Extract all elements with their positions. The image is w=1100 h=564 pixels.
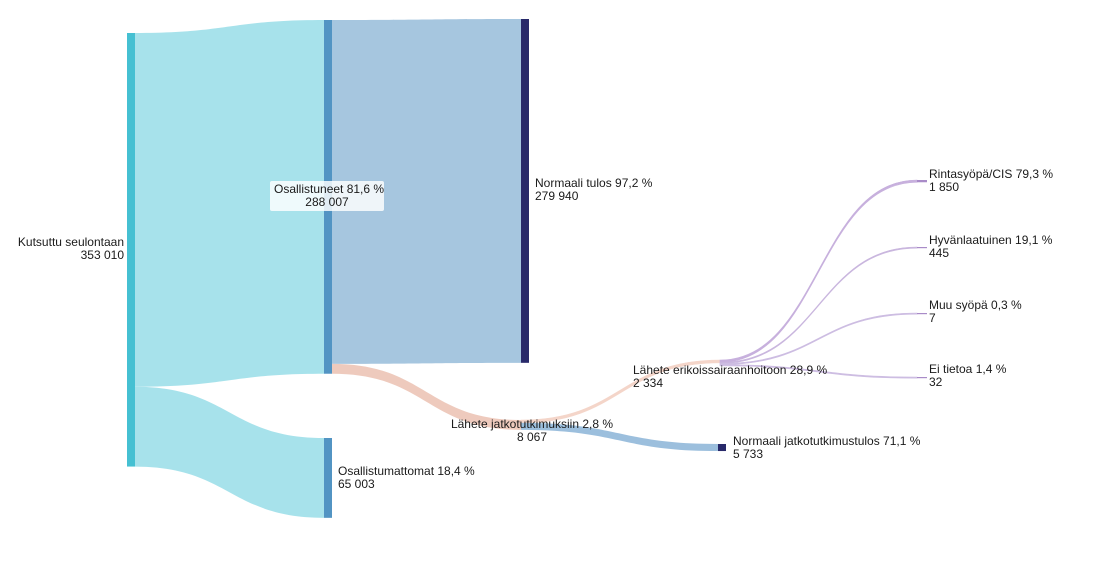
label-muu-syopa: Muu syöpä 0,3 % 7 <box>929 299 1022 325</box>
node-value: 8 067 <box>516 430 548 444</box>
node-value: 445 <box>929 246 950 260</box>
node-osallistumattomat <box>324 438 332 518</box>
node-ei_tietoa <box>917 377 927 379</box>
node-value: 353 010 <box>80 248 124 262</box>
node-normaali_jatko <box>718 444 726 452</box>
node-name: Normaali tulos 97,2 % <box>535 176 653 190</box>
node-name: Hyvänlaatuinen 19,1 % <box>929 233 1053 247</box>
node-muu_syopa <box>917 313 927 315</box>
node-name: Rintasyöpä/CIS 79,3 % <box>929 167 1054 181</box>
link-lahete_erik-muu_syopa <box>719 312 918 365</box>
node-name: Osallistuneet 81,6 % <box>274 182 385 196</box>
label-hyvanlaatuinen: Hyvänlaatuinen 19,1 % 445 <box>929 234 1052 260</box>
node-name: Ei tietoa 1,4 % <box>929 362 1007 376</box>
node-name: Normaali jatkotutkimustulos 71,1 % <box>733 434 921 448</box>
link-kutsuttu-osallistumattomat <box>135 386 324 518</box>
node-normaali <box>521 19 529 363</box>
node-value: 32 <box>929 375 943 389</box>
label-osallistuneet: Osallistuneet 81,6 % 288 007 <box>270 181 384 211</box>
label-lahete-erik: Lähete erikoissairaanhoitoon 28,9 % 2 33… <box>633 364 827 390</box>
label-kutsuttu: Kutsuttu seulontaan 353 010 <box>4 236 124 262</box>
label-normaali: Normaali tulos 97,2 % 279 940 <box>535 177 652 203</box>
link-lahete_jatko-normaali_jatko <box>521 422 718 452</box>
label-normaali-jatko: Normaali jatkotutkimustulos 71,1 % 5 733 <box>733 435 920 461</box>
link-lahete_erik-rintasyopa <box>719 179 918 363</box>
node-value: 7 <box>929 311 936 325</box>
node-name: Kutsuttu seulontaan <box>17 235 124 249</box>
label-rintasyopa: Rintasyöpä/CIS 79,3 % 1 850 <box>929 168 1053 194</box>
node-kutsuttu <box>127 33 135 467</box>
label-osallistumattomat: Osallistumattomat 18,4 % 65 003 <box>338 465 475 491</box>
sankey-links <box>135 19 918 518</box>
link-kutsuttu-osallistuneet <box>135 20 324 387</box>
node-rintasyopa <box>917 180 927 183</box>
node-value: 279 940 <box>535 189 579 203</box>
label-ei-tietoa: Ei tietoa 1,4 % 32 <box>929 363 1006 389</box>
node-value: 2 334 <box>633 376 664 390</box>
node-name: Osallistumattomat 18,4 % <box>338 464 475 478</box>
node-name: Muu syöpä 0,3 % <box>929 298 1022 312</box>
label-lahete-jatko: Lähete jatkotutkimuksiin 2,8 % 8 067 <box>446 418 618 444</box>
node-value: 65 003 <box>338 477 375 491</box>
link-osallistuneet-lahete_jatko <box>332 363 521 430</box>
link-lahete_erik-hyvanlaatuinen <box>719 246 918 364</box>
node-name: Lähete erikoissairaanhoitoon 28,9 % <box>633 363 828 377</box>
link-osallistuneet-normaali <box>332 19 521 364</box>
node-hyvanlaatuinen <box>917 247 927 249</box>
node-value: 288 007 <box>305 195 349 209</box>
node-value: 1 850 <box>929 180 960 194</box>
node-value: 5 733 <box>733 447 764 461</box>
node-name: Lähete jatkotutkimuksiin 2,8 % <box>450 417 614 431</box>
